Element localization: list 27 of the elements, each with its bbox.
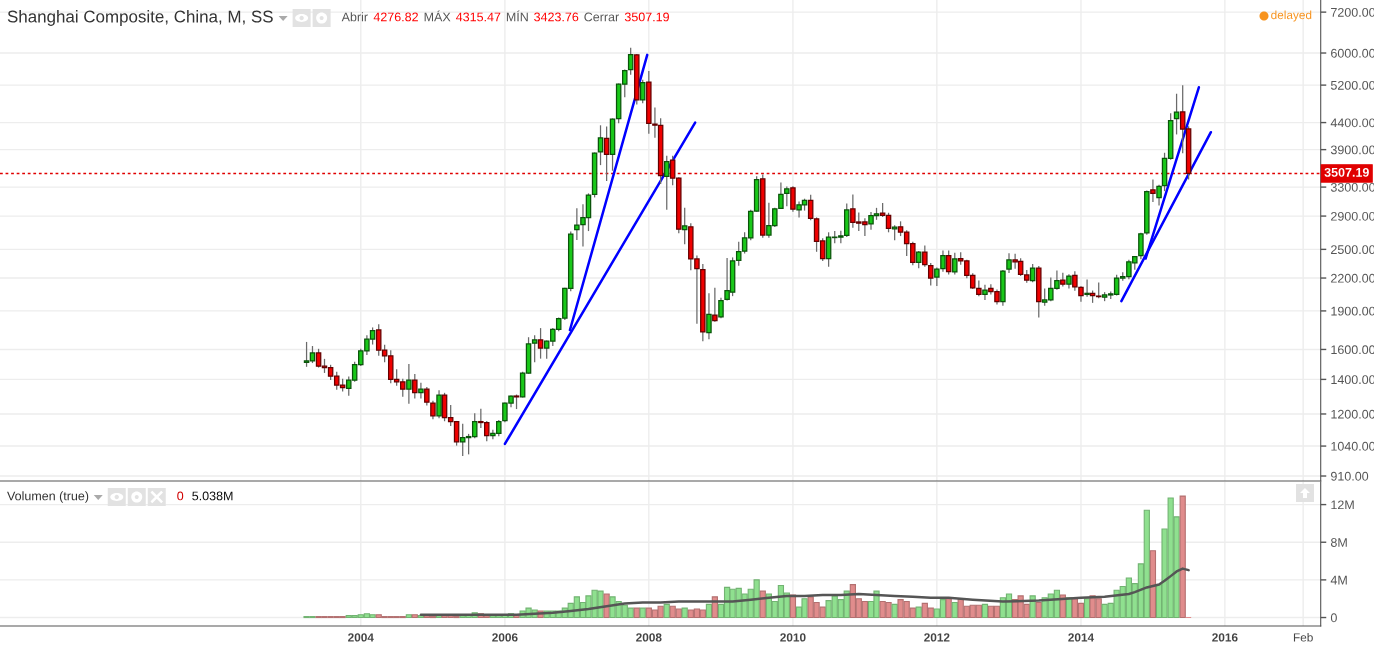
x-tick-label: 2006: [492, 633, 518, 642]
annotation: MÍN: [506, 10, 528, 22]
ref-line-label: 3507.19: [1324, 167, 1369, 177]
annotation: Cerrar: [584, 12, 619, 22]
x-tick-label: Feb: [1293, 632, 1313, 642]
x-tick-label: 2008: [636, 633, 662, 642]
y-tick-label: 8M: [1330, 538, 1347, 547]
annotation: 4276.82: [373, 12, 418, 22]
text: Shanghai Composite, China, M, SS: [7, 10, 273, 26]
y-tick-label: 910.00: [1331, 471, 1369, 481]
y-tick-label: 0: [1330, 613, 1337, 623]
annotation: 0: [177, 491, 184, 501]
x-tick-label: 2014: [1068, 633, 1095, 642]
annotation: 3423.76: [534, 12, 579, 22]
x-tick-label: 2012: [924, 633, 950, 642]
annotation: 3507.19: [624, 12, 669, 22]
x-tick-label: 2010: [780, 633, 806, 642]
x-tick-label: 2004: [348, 633, 374, 642]
y-tick-label: 4M: [1330, 575, 1347, 585]
text: Volumen (true): [7, 491, 89, 503]
annotation: Abrir: [341, 12, 368, 22]
annotation: 4315.47: [456, 12, 501, 22]
x-tick-label: 2016: [1212, 633, 1238, 642]
annotation: delayed: [1271, 10, 1312, 22]
annotation: 5.038M: [192, 491, 233, 501]
y-tick-label: 12M: [1331, 500, 1354, 510]
annotation: MÁX: [424, 10, 451, 22]
